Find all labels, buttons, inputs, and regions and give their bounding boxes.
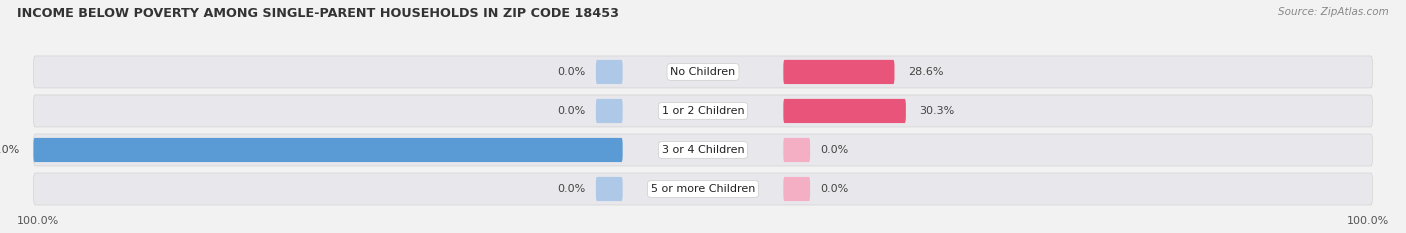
Text: 0.0%: 0.0% (820, 184, 848, 194)
FancyBboxPatch shape (783, 60, 894, 84)
Text: 0.0%: 0.0% (558, 106, 586, 116)
FancyBboxPatch shape (34, 134, 1372, 166)
Text: 1 or 2 Children: 1 or 2 Children (662, 106, 744, 116)
Text: 30.3%: 30.3% (920, 106, 955, 116)
Text: 3 or 4 Children: 3 or 4 Children (662, 145, 744, 155)
Text: 0.0%: 0.0% (558, 67, 586, 77)
FancyBboxPatch shape (783, 99, 905, 123)
FancyBboxPatch shape (596, 177, 623, 201)
Text: 100.0%: 100.0% (0, 145, 20, 155)
Text: 0.0%: 0.0% (820, 145, 848, 155)
FancyBboxPatch shape (34, 138, 623, 162)
Text: 28.6%: 28.6% (908, 67, 943, 77)
FancyBboxPatch shape (34, 95, 1372, 127)
Text: 100.0%: 100.0% (1347, 216, 1389, 226)
Text: No Children: No Children (671, 67, 735, 77)
FancyBboxPatch shape (34, 56, 1372, 88)
FancyBboxPatch shape (596, 99, 623, 123)
Text: 0.0%: 0.0% (558, 184, 586, 194)
Text: INCOME BELOW POVERTY AMONG SINGLE-PARENT HOUSEHOLDS IN ZIP CODE 18453: INCOME BELOW POVERTY AMONG SINGLE-PARENT… (17, 7, 619, 20)
FancyBboxPatch shape (34, 173, 1372, 205)
Text: Source: ZipAtlas.com: Source: ZipAtlas.com (1278, 7, 1389, 17)
Text: 100.0%: 100.0% (17, 216, 59, 226)
FancyBboxPatch shape (596, 60, 623, 84)
FancyBboxPatch shape (783, 177, 810, 201)
FancyBboxPatch shape (783, 138, 810, 162)
Text: 5 or more Children: 5 or more Children (651, 184, 755, 194)
